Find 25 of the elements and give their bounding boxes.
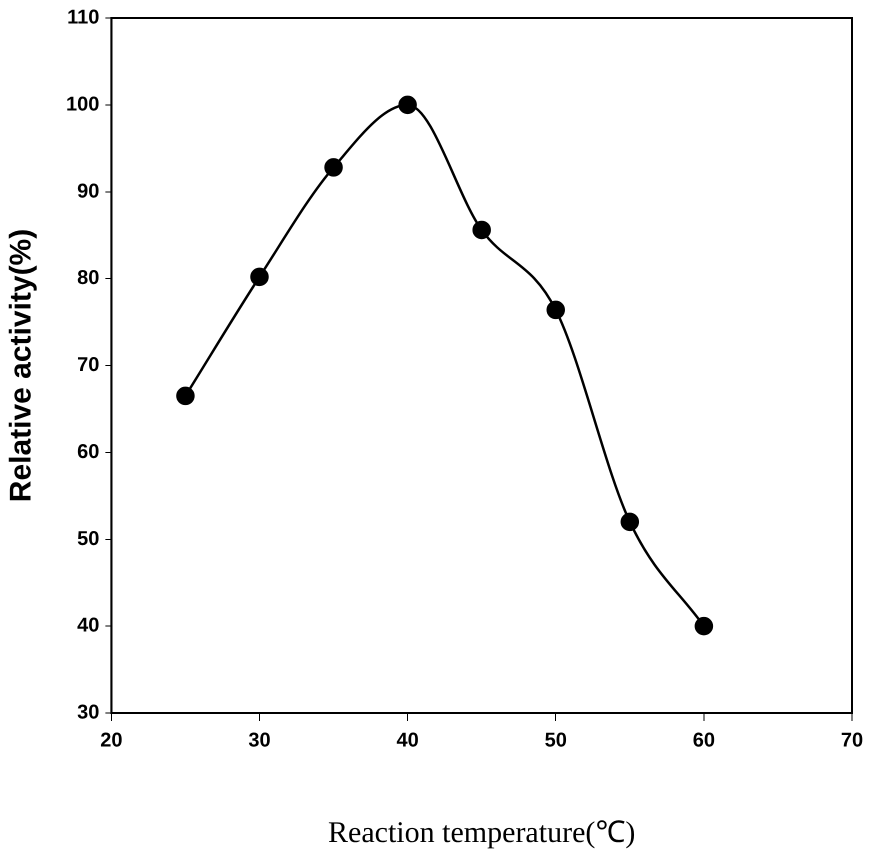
point [250, 268, 269, 286]
point [472, 220, 491, 240]
y-tick-label: 60 [77, 440, 100, 463]
x-tick-label: 40 [396, 730, 419, 752]
point [176, 386, 195, 406]
x-tick-label: 70 [840, 730, 864, 752]
y-tick-label: 30 [77, 702, 100, 724]
y-tick-label: 90 [77, 180, 100, 202]
y-tick-label: 100 [66, 93, 100, 116]
point [620, 512, 640, 532]
point [546, 300, 565, 320]
point [324, 158, 343, 177]
y-tick-label: 50 [77, 528, 100, 550]
y-tick-label: 110 [67, 6, 100, 29]
x-tick-label: 50 [544, 730, 567, 752]
y-tick-label: 70 [77, 354, 100, 376]
x-axis-title: Reaction temperature(℃) [328, 816, 636, 849]
x-tick-label: 60 [692, 730, 715, 752]
point [398, 96, 417, 114]
x-tick-label: 20 [100, 730, 122, 752]
y-tick-label: 80 [77, 267, 100, 290]
y-axis-title: Relative activity(%) [4, 228, 38, 502]
y-tick-label: 40 [77, 614, 100, 637]
point [694, 616, 714, 636]
x-tick-label: 30 [248, 730, 271, 752]
